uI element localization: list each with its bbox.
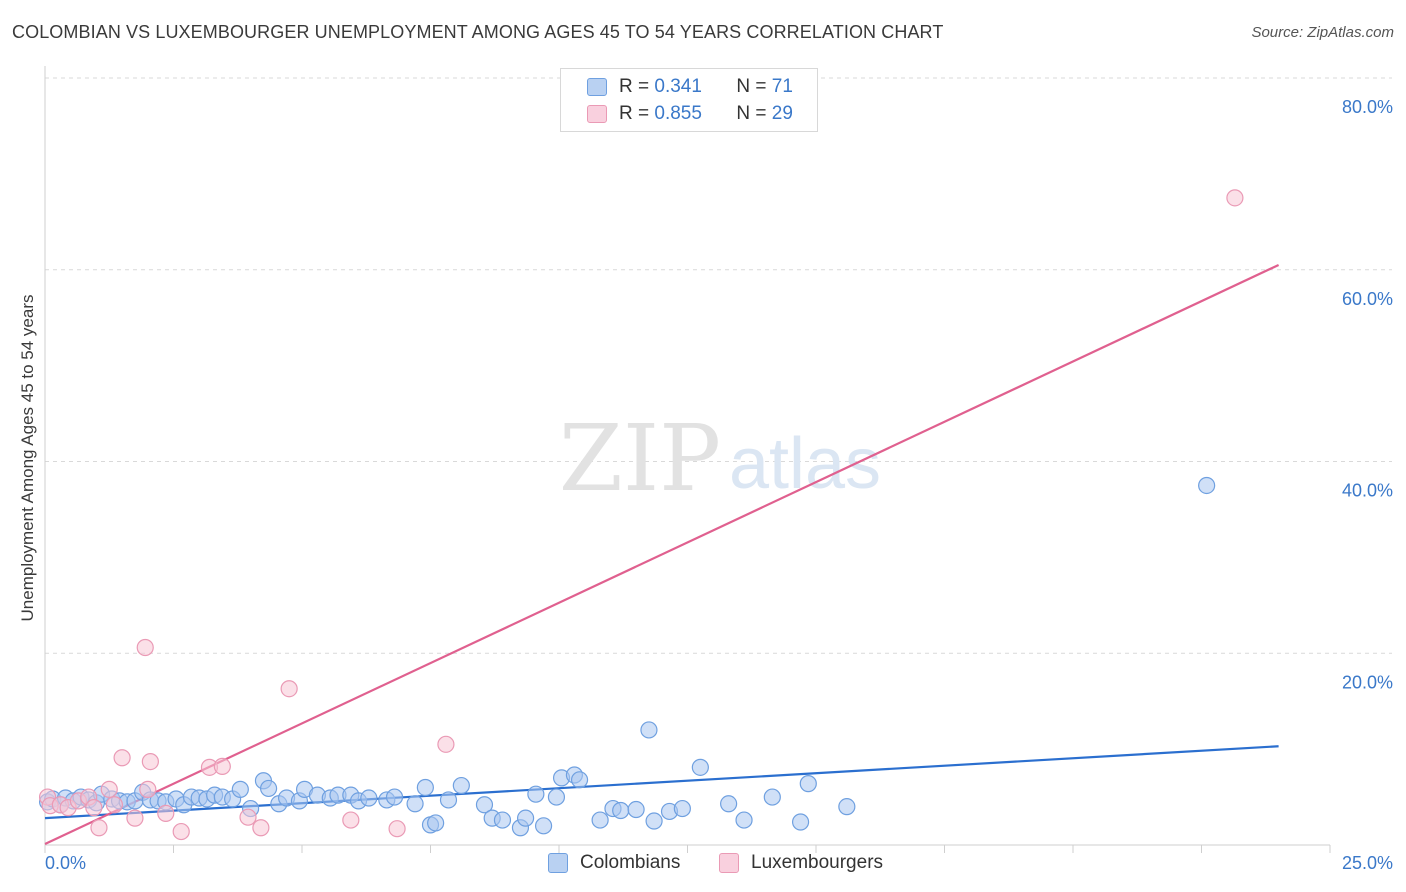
gridlines: [45, 77, 1392, 654]
point-colombians: [612, 801, 630, 820]
point-colombians: [691, 758, 709, 776]
point-luxembourgers: [100, 780, 118, 798]
data-points: [38, 189, 1244, 841]
point-colombians: [673, 799, 691, 818]
point-colombians: [452, 776, 470, 795]
watermark: ZIP atlas: [559, 405, 881, 512]
trend-line-luxembourgers: [44, 263, 1280, 846]
point-luxembourgers: [280, 680, 298, 698]
point-colombians: [259, 779, 278, 798]
point-colombians: [439, 791, 458, 809]
legend-n-label: N =: [736, 103, 767, 124]
point-colombians: [799, 775, 817, 793]
point-luxembourgers: [85, 799, 103, 817]
source-credit: Source: ZipAtlas.com: [1251, 24, 1394, 41]
series-swatch-colombians: [548, 853, 568, 873]
legend-n-value-luxembourgers: 29: [771, 103, 793, 124]
trend-lines: [44, 263, 1280, 846]
point-colombians: [838, 798, 856, 816]
point-colombians: [570, 771, 589, 789]
point-luxembourgers: [1226, 189, 1244, 207]
legend-swatch-colombians: [587, 78, 607, 96]
series-legend-luxembourgers: Luxembourgers: [719, 852, 883, 874]
point-colombians: [231, 780, 249, 798]
y-tick-label: 80.0%: [1342, 97, 1393, 117]
point-luxembourgers: [437, 735, 455, 753]
point-luxembourgers: [105, 796, 123, 814]
point-colombians: [385, 788, 404, 806]
point-luxembourgers: [252, 819, 270, 837]
legend-r-value-colombians: 0.341: [654, 76, 702, 97]
point-colombians: [516, 809, 535, 827]
y-tick-label: 20.0%: [1342, 672, 1393, 692]
point-colombians: [645, 812, 663, 830]
point-colombians: [735, 811, 753, 829]
point-luxembourgers: [172, 822, 190, 841]
point-luxembourgers: [213, 757, 231, 775]
point-colombians: [493, 811, 512, 829]
point-colombians: [627, 800, 645, 819]
legend-r-label: R =: [619, 76, 650, 97]
point-luxembourgers: [139, 780, 157, 798]
series-label-colombians: Colombians: [580, 852, 681, 873]
point-luxembourgers: [157, 804, 175, 822]
point-colombians: [475, 796, 494, 814]
point-colombians: [791, 813, 810, 831]
point-colombians: [360, 789, 378, 807]
point-luxembourgers: [141, 752, 159, 771]
legend-row-colombians: R = 0.341 N = 71: [587, 74, 793, 100]
legend-row-luxembourgers: R = 0.855 N = 29: [587, 101, 793, 127]
point-luxembourgers: [342, 811, 360, 829]
point-colombians: [534, 817, 553, 835]
axes: [44, 66, 1331, 853]
legend-n-label: N =: [736, 76, 767, 97]
legend-r-value-luxembourgers: 0.855: [654, 103, 702, 124]
y-tick-label: 40.0%: [1342, 481, 1393, 501]
tick-labels: 20.0% 40.0% 60.0% 80.0% 0.0% 25.0%: [45, 97, 1393, 873]
point-colombians: [416, 778, 434, 797]
x-tick-label-max: 25.0%: [1342, 853, 1393, 873]
point-colombians: [640, 721, 658, 739]
watermark-atlas: atlas: [729, 424, 881, 504]
series-swatch-luxembourgers: [719, 853, 739, 873]
point-colombians: [406, 795, 424, 813]
x-tick-label-min: 0.0%: [45, 853, 86, 873]
legend-n-value-colombians: 71: [771, 76, 793, 97]
point-luxembourgers: [239, 808, 257, 826]
point-colombians: [427, 814, 445, 832]
point-colombians: [527, 785, 545, 803]
y-tick-label: 60.0%: [1342, 289, 1393, 309]
point-luxembourgers: [90, 819, 108, 837]
point-colombians: [1198, 476, 1216, 495]
point-luxembourgers: [136, 638, 154, 657]
series-legend-colombians: Colombians: [548, 852, 680, 874]
chart-title: COLOMBIAN VS LUXEMBOURGER UNEMPLOYMENT A…: [12, 22, 944, 42]
point-luxembourgers: [388, 820, 406, 838]
point-luxembourgers: [113, 749, 131, 767]
legend-swatch-luxembourgers: [587, 105, 607, 123]
watermark-zip: ZIP: [559, 405, 721, 512]
point-colombians: [720, 795, 738, 813]
series-label-luxembourgers: Luxembourgers: [751, 852, 884, 873]
point-colombians: [547, 788, 566, 806]
point-colombians: [591, 811, 609, 829]
stats-legend: R = 0.341 N = 71 R = 0.855 N = 29: [560, 68, 818, 132]
point-colombians: [763, 788, 781, 806]
point-luxembourgers: [126, 809, 144, 827]
legend-r-label: R =: [619, 103, 650, 124]
